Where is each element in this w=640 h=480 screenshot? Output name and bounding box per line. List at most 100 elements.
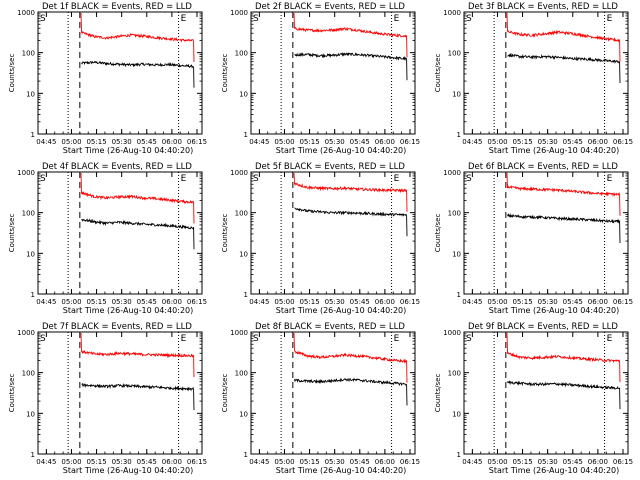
x-tick-label: 05:15 — [86, 458, 106, 466]
x-tick-label: 05:45 — [350, 458, 370, 466]
plot-frame — [37, 11, 203, 135]
x-axis-label: Start Time (26-Aug-10 04:40:20) — [63, 306, 194, 315]
x-tick-label: 05:30 — [112, 298, 132, 306]
lld-series-line — [506, 172, 621, 216]
y-tick-label: 100 — [448, 210, 461, 218]
y-tick-label: 100 — [235, 50, 248, 58]
y-tick-label: 1 — [244, 131, 248, 139]
x-tick-label: 06:00 — [162, 298, 182, 306]
end-marker: E — [181, 14, 187, 24]
start-marker: S — [253, 334, 259, 344]
x-tick-label: 05:15 — [512, 458, 532, 466]
y-tick-label: 1000 — [443, 329, 461, 337]
x-tick-label: 04:45 — [36, 298, 56, 306]
plot-frame — [37, 171, 203, 295]
end-marker: E — [181, 174, 187, 184]
start-marker: S — [40, 14, 46, 24]
end-marker: E — [607, 14, 613, 24]
x-tick-label: 06:15 — [400, 298, 420, 306]
y-axis-label: Counts/sec — [8, 54, 16, 93]
x-tick-label: 05:30 — [538, 138, 558, 146]
x-tick-label: 05:45 — [137, 298, 157, 306]
y-tick-label: 100 — [22, 210, 35, 218]
y-tick-label: 10 — [239, 410, 248, 418]
y-axis-label: Counts/sec — [434, 214, 442, 253]
events-series-line — [81, 60, 195, 88]
y-tick-label: 1 — [457, 291, 461, 299]
x-tick-label: 05:30 — [112, 458, 132, 466]
x-tick-label: 06:15 — [613, 138, 633, 146]
x-tick-label: 05:30 — [325, 138, 345, 146]
y-tick-label: 1 — [244, 451, 248, 459]
x-axis-label: Start Time (26-Aug-10 04:40:20) — [276, 466, 407, 475]
y-tick-label: 10 — [26, 250, 35, 258]
x-tick-label: 05:15 — [299, 298, 319, 306]
x-tick-label: 06:00 — [588, 298, 608, 306]
x-tick-label: 05:45 — [137, 138, 157, 146]
detector-plot-7: Det 7f BLACK = Events, RED = LLD 1 10 100 10… — [8, 322, 207, 475]
lld-series-line — [506, 12, 621, 62]
end-marker: E — [394, 14, 400, 24]
start-marker: S — [466, 174, 472, 184]
end-marker: E — [394, 334, 400, 344]
events-series-line — [294, 51, 408, 81]
detector-plot-2: Det 2f BLACK = Events, RED = LLD 1 10 100 10… — [221, 2, 420, 155]
x-tick-label: 05:15 — [299, 138, 319, 146]
y-tick-label: 1 — [244, 291, 248, 299]
y-tick-label: 1 — [31, 451, 35, 459]
x-tick-label: 04:45 — [249, 298, 269, 306]
plot-title: Det 8f BLACK = Events, RED = LLD — [255, 322, 405, 332]
plot-frame — [463, 11, 629, 135]
x-axis-label: Start Time (26-Aug-10 04:40:20) — [63, 146, 194, 155]
x-tick-label: 04:45 — [462, 298, 482, 306]
x-tick-label: 05:15 — [512, 298, 532, 306]
events-series-line — [81, 382, 195, 411]
x-tick-label: 06:00 — [162, 138, 182, 146]
y-axis-label: Counts/sec — [434, 374, 442, 413]
events-series-line — [507, 52, 621, 84]
x-tick-label: 06:15 — [187, 458, 207, 466]
x-tick-label: 06:00 — [162, 458, 182, 466]
x-axis-label: Start Time (26-Aug-10 04:40:20) — [63, 466, 194, 475]
x-tick-label: 06:15 — [613, 298, 633, 306]
y-tick-label: 100 — [22, 370, 35, 378]
y-tick-label: 100 — [235, 370, 248, 378]
detector-plot-8: Det 8f BLACK = Events, RED = LLD 1 10 100 10… — [221, 322, 420, 475]
y-tick-label: 1000 — [17, 169, 35, 177]
x-tick-label: 05:15 — [299, 458, 319, 466]
y-tick-label: 100 — [448, 50, 461, 58]
events-series-line — [81, 218, 195, 250]
plot-title: Det 4f BLACK = Events, RED = LLD — [42, 162, 192, 172]
y-tick-label: 1 — [31, 131, 35, 139]
x-tick-label: 04:45 — [36, 458, 56, 466]
plot-title: Det 3f BLACK = Events, RED = LLD — [468, 2, 618, 12]
y-tick-label: 10 — [452, 250, 461, 258]
x-tick-label: 05:00 — [274, 138, 294, 146]
x-tick-label: 05:00 — [61, 138, 81, 146]
events-series-line — [294, 207, 408, 237]
x-tick-label: 05:30 — [112, 138, 132, 146]
x-tick-label: 04:45 — [249, 458, 269, 466]
x-tick-label: 06:15 — [400, 138, 420, 146]
end-marker: E — [181, 334, 187, 344]
x-tick-label: 05:15 — [86, 138, 106, 146]
y-tick-label: 1000 — [17, 9, 35, 17]
x-tick-label: 05:00 — [487, 298, 507, 306]
x-tick-label: 06:15 — [613, 458, 633, 466]
y-tick-label: 1000 — [443, 9, 461, 17]
plot-title: Det 6f BLACK = Events, RED = LLD — [468, 162, 618, 172]
plot-frame — [37, 331, 203, 455]
detector-plot-3: Det 3f BLACK = Events, RED = LLD 1 10 100 10… — [434, 2, 633, 155]
y-tick-label: 1000 — [230, 169, 248, 177]
x-tick-label: 05:15 — [86, 298, 106, 306]
y-tick-label: 100 — [22, 50, 35, 58]
start-marker: S — [40, 174, 46, 184]
plot-frame — [250, 171, 416, 295]
x-tick-label: 05:00 — [487, 458, 507, 466]
x-tick-label: 05:00 — [487, 138, 507, 146]
events-series-line — [507, 212, 621, 244]
x-tick-label: 05:00 — [274, 458, 294, 466]
events-series-line — [507, 380, 621, 410]
y-axis-label: Counts/sec — [221, 374, 229, 413]
x-axis-label: Start Time (26-Aug-10 04:40:20) — [489, 466, 620, 475]
